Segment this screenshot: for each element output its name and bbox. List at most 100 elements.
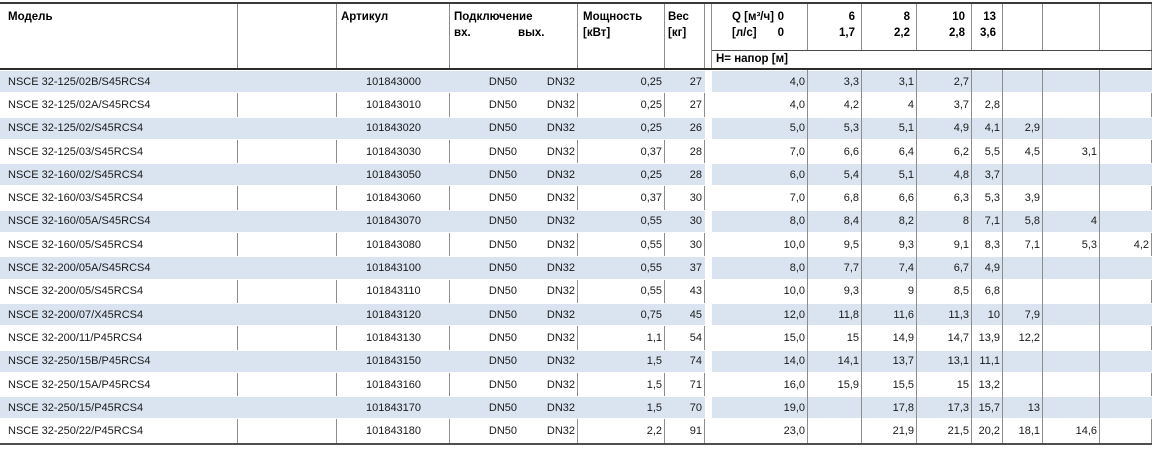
col-header-empty bbox=[238, 4, 337, 50]
cell-head-q10: 2,7 bbox=[953, 75, 969, 88]
cell-head-q6: 15,9 bbox=[837, 378, 859, 391]
cell-weight: 74 bbox=[689, 355, 702, 368]
cell-head-q8: 6,4 bbox=[898, 145, 914, 158]
cell-head-q0: 16,0 bbox=[783, 378, 805, 391]
cell-head-q8: 17,8 bbox=[892, 401, 914, 414]
table-row: NSCE 32-200/05A/S45RCS4 101843100 DN50 DN32… bbox=[0, 256, 1152, 280]
col-header-power: Мощность [кВт] bbox=[578, 4, 665, 50]
grid-line bbox=[916, 4, 917, 50]
cell-inlet: DN50 bbox=[488, 122, 517, 135]
cell-head-q6: 5,3 bbox=[843, 122, 859, 135]
cell-head-q13: 5,5 bbox=[984, 145, 1000, 158]
cell-outlet: DN32 bbox=[546, 238, 575, 251]
cell-article: 101843120 bbox=[365, 308, 422, 321]
cell-head-extra-2 bbox=[1043, 326, 1100, 349]
grid-line bbox=[807, 4, 808, 50]
grid-line bbox=[1002, 70, 1003, 443]
cell-head-extra-3 bbox=[1100, 304, 1152, 325]
cell-model: NSCE 32-200/11/P45RCS4 bbox=[8, 331, 143, 344]
cell-head-extra-2: 14,6 bbox=[1075, 425, 1097, 438]
cell-head-extra-1 bbox=[1003, 351, 1043, 372]
cell-head-extra-3: 4,2 bbox=[1133, 238, 1149, 251]
weight-unit: [кг] bbox=[668, 27, 687, 39]
cell-inlet: DN50 bbox=[488, 262, 517, 275]
cell-weight: 27 bbox=[689, 98, 702, 111]
cell-head-q6: 3,3 bbox=[843, 75, 859, 88]
cell-weight: 28 bbox=[689, 168, 702, 181]
head-label: Н= напор [м] bbox=[712, 50, 1152, 68]
cell-head-q10: 8,5 bbox=[953, 285, 969, 298]
cell-head-extra-2 bbox=[1043, 93, 1100, 116]
cell-inlet: DN50 bbox=[488, 425, 517, 438]
cell-head-extra-2: 3,1 bbox=[1081, 145, 1097, 158]
cell-head-q10: 4,9 bbox=[953, 122, 969, 135]
cell-head-q0: 8,0 bbox=[789, 215, 805, 228]
flow-ls: 1,7 bbox=[839, 27, 855, 39]
cell-weight: 30 bbox=[689, 238, 702, 251]
flow-m3h: 13 bbox=[983, 11, 996, 23]
cell-empty bbox=[238, 373, 337, 396]
cell-weight: 27 bbox=[689, 75, 702, 88]
cell-outlet: DN32 bbox=[546, 98, 575, 111]
cell-head-extra-2 bbox=[1043, 71, 1100, 92]
cell-empty bbox=[238, 71, 337, 92]
connection-label: Подключение bbox=[454, 11, 533, 23]
cell-head-extra-2: 4 bbox=[1090, 215, 1097, 228]
cell-head-q13: 4,9 bbox=[984, 262, 1000, 275]
col-header-model-label: Модель bbox=[8, 11, 53, 23]
cell-outlet: DN32 bbox=[546, 122, 575, 135]
cell-model: NSCE 32-200/05A/S45RCS4 bbox=[8, 262, 151, 275]
table-row: NSCE 32-250/15B/P45RCS4 101843150 DN50 DN32… bbox=[0, 349, 1152, 373]
cell-head-q10: 6,2 bbox=[953, 145, 969, 158]
table-row: NSCE 32-125/02B/S45RCS4 101843000 DN50 DN32… bbox=[0, 70, 1152, 94]
cell-outlet: DN32 bbox=[546, 285, 575, 298]
cell-head-extra-2 bbox=[1043, 397, 1100, 418]
cell-inlet: DN50 bbox=[488, 168, 517, 181]
cell-power: 0,37 bbox=[640, 145, 662, 158]
cell-inlet: DN50 bbox=[488, 401, 517, 414]
cell-outlet: DN32 bbox=[546, 145, 575, 158]
cell-head-extra-1: 12,2 bbox=[1018, 331, 1040, 344]
cell-separator bbox=[705, 186, 712, 210]
cell-head-extra-1 bbox=[1003, 71, 1043, 92]
cell-separator bbox=[705, 139, 712, 164]
cell-head-q13: 10 bbox=[987, 308, 1000, 321]
cell-head-q13: 13,2 bbox=[978, 378, 1000, 391]
cell-head-q6: 7,7 bbox=[843, 262, 859, 275]
cell-head-q0: 10,0 bbox=[783, 238, 805, 251]
cell-head-extra-1 bbox=[1003, 257, 1043, 278]
cell-head-q10: 21,5 bbox=[947, 425, 969, 438]
cell-head-extra-2 bbox=[1043, 351, 1100, 372]
table-row: NSCE 32-160/03/S45RCS4 101843060 DN50 DN32 0… bbox=[0, 186, 1152, 210]
cell-weight: 54 bbox=[689, 331, 702, 344]
grid-line bbox=[1099, 70, 1100, 443]
grid-line bbox=[1042, 70, 1043, 443]
flow-m3h: 6 bbox=[848, 11, 855, 23]
cell-separator bbox=[705, 71, 712, 93]
cell-power: 0,55 bbox=[640, 238, 662, 251]
cell-model: NSCE 32-125/03/S45RCS4 bbox=[8, 145, 144, 158]
cell-head-extra-1 bbox=[1003, 164, 1043, 185]
cell-inlet: DN50 bbox=[488, 285, 517, 298]
cell-head-q10: 6,7 bbox=[953, 262, 969, 275]
col-header-q13: 13 3,6 bbox=[972, 4, 1003, 50]
cell-separator bbox=[705, 372, 712, 397]
cell-head-extra-3 bbox=[1100, 140, 1152, 163]
cell-inlet: DN50 bbox=[488, 378, 517, 391]
grid-line bbox=[807, 70, 808, 443]
cell-separator bbox=[705, 117, 712, 139]
cell-outlet: DN32 bbox=[546, 378, 575, 391]
cell-head-extra-1: 3,9 bbox=[1024, 192, 1040, 205]
cell-separator bbox=[705, 303, 712, 326]
cell-head-extra-1 bbox=[1003, 280, 1043, 303]
cell-outlet: DN32 bbox=[546, 215, 575, 228]
cell-model: NSCE 32-250/22/P45RCS4 bbox=[8, 425, 144, 438]
cell-empty bbox=[238, 304, 337, 325]
col-header-q6: 6 1,7 bbox=[808, 4, 862, 50]
cell-head-extra-1: 7,9 bbox=[1024, 308, 1040, 321]
cell-head-q13: 13,9 bbox=[978, 331, 1000, 344]
cell-power: 0,55 bbox=[640, 285, 662, 298]
cell-weight: 91 bbox=[689, 425, 702, 438]
cell-separator bbox=[705, 93, 712, 117]
table-row: NSCE 32-160/05/S45RCS4 101843080 DN50 DN32 0… bbox=[0, 233, 1152, 257]
